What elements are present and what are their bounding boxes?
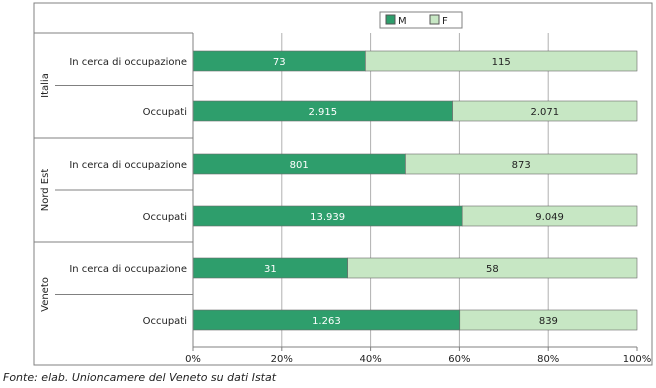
bar-f xyxy=(405,153,638,175)
bar-label-f: 9.049 xyxy=(535,212,564,223)
bar-label-f: 115 xyxy=(492,57,511,68)
legend-label-f: F xyxy=(442,16,448,27)
x-tick-label: 0% xyxy=(185,354,201,365)
bar-label-f: 2.071 xyxy=(530,107,559,118)
legend-swatch-m xyxy=(385,14,396,25)
bar-label-m: 73 xyxy=(273,57,286,68)
bars: 73 115 2.915 2.071 801 873 13.939 9.049 31 58 1.26… xyxy=(192,50,638,331)
bar-label-f: 873 xyxy=(512,160,531,171)
bar-label-m: 13.939 xyxy=(310,212,345,223)
legend-box xyxy=(379,11,463,29)
bar-label-m: 31 xyxy=(264,264,277,275)
grid-lines xyxy=(281,33,549,347)
bar-f xyxy=(365,50,638,72)
row-label: Occupati xyxy=(143,107,187,118)
bar-label-f: 839 xyxy=(539,316,558,327)
row-label: Occupati xyxy=(143,212,187,223)
row-label: In cerca di occupazione xyxy=(69,160,187,171)
x-tick-label: 60% xyxy=(448,354,470,365)
group-label: Nord Est xyxy=(40,169,51,212)
axes: 0% 20% 40% 60% 80% 100% Italia Nord Est Veneto In… xyxy=(34,32,652,365)
bar-label-m: 2.915 xyxy=(308,107,337,118)
legend-label-m: M xyxy=(398,16,407,27)
x-tick-label: 80% xyxy=(537,354,559,365)
x-tick-label: 100% xyxy=(623,354,652,365)
bar-f xyxy=(459,309,638,331)
bar-f xyxy=(347,257,638,279)
bar-f xyxy=(461,205,638,227)
bar-label-m: 801 xyxy=(290,160,309,171)
bar-label-m: 1.263 xyxy=(312,316,341,327)
row-label: In cerca di occupazione xyxy=(69,264,187,275)
row-label: In cerca di occupazione xyxy=(69,57,187,68)
group-label: Italia xyxy=(40,73,51,98)
bar-label-f: 58 xyxy=(486,264,499,275)
group-label: Veneto xyxy=(40,277,51,312)
bar-f xyxy=(452,100,638,122)
source-note: Fonte: elab. Unioncamere del Veneto su d… xyxy=(3,371,277,384)
legend-swatch-f xyxy=(429,14,440,25)
row-label: Occupati xyxy=(143,316,187,327)
x-tick-label: 40% xyxy=(359,354,381,365)
x-tick-label: 20% xyxy=(271,354,293,365)
